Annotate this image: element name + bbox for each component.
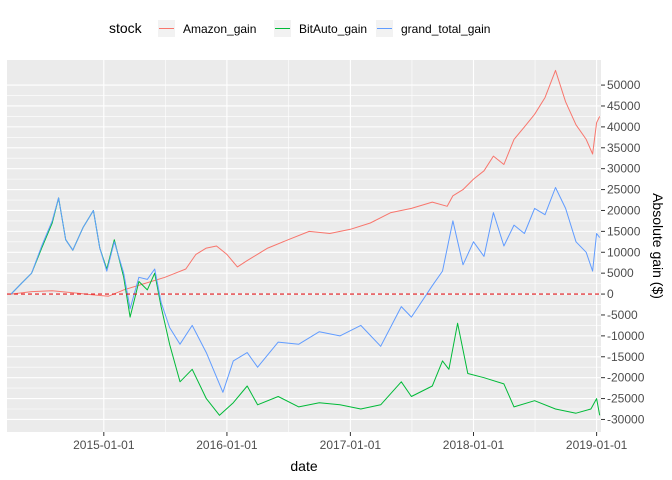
- series-line-grand-total-gain: [10, 187, 601, 393]
- y-tick-label: -30000: [607, 412, 645, 426]
- y-tick-label: -25000: [607, 392, 645, 406]
- plot-panel: [7, 60, 601, 432]
- y-tick-label: 25000: [607, 183, 641, 197]
- y-tick-label: -20000: [607, 371, 645, 385]
- x-tick-label: 2016-01-01: [196, 438, 258, 452]
- grid-minor: [7, 60, 601, 432]
- y-tick-label: 30000: [607, 162, 641, 176]
- y-tick-label: 40000: [607, 120, 641, 134]
- y-tick-label: 50000: [607, 78, 641, 92]
- y-tick-label: 0: [607, 287, 614, 301]
- x-tick-label: 2015-01-01: [73, 438, 135, 452]
- y-tick-label: 45000: [607, 99, 641, 113]
- y-tick-label: 5000: [607, 266, 634, 280]
- x-tick-label: 2019-01-01: [566, 438, 628, 452]
- y-axis-title: Absolute gain ($): [650, 193, 666, 299]
- series-layer: [10, 69, 601, 416]
- y-tick-label: 10000: [607, 245, 641, 259]
- series-line-amazon-gain: [10, 69, 601, 297]
- x-axis: 2015-01-01 2016-01-01 2017-01-01 2018-01-01…: [73, 432, 628, 452]
- legend-label: grand_total_gain: [401, 22, 490, 36]
- y-tick-label: 20000: [607, 203, 641, 217]
- legend-label: Amazon_gain: [183, 22, 256, 36]
- legend-title: stock: [109, 20, 143, 36]
- y-tick-label: -10000: [607, 329, 645, 343]
- x-tick-label: 2017-01-01: [320, 438, 382, 452]
- legend: stock Amazon_gain BitAuto_gain grand_total_…: [109, 20, 490, 37]
- y-tick-label: 35000: [607, 141, 641, 155]
- x-axis-title: date: [290, 458, 317, 474]
- y-tick-label: 15000: [607, 224, 641, 238]
- legend-label: BitAuto_gain: [299, 22, 367, 36]
- grid-major: [7, 60, 601, 432]
- x-tick-label: 2018-01-01: [443, 438, 505, 452]
- y-axis: -30000 -25000 -20000 -15000 -10000 -5000 0 5000…: [601, 78, 645, 426]
- y-tick-label: -5000: [607, 308, 638, 322]
- y-tick-label: -15000: [607, 350, 645, 364]
